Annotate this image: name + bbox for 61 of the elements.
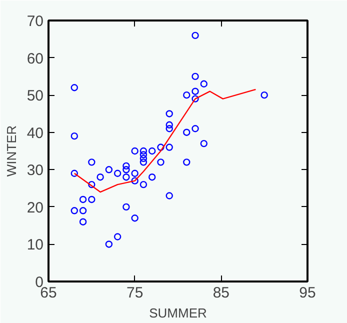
point: [79, 196, 87, 204]
x-tick-label: 95: [299, 284, 316, 302]
y-tick-label: 50: [26, 88, 44, 105]
point: [88, 180, 96, 188]
point: [157, 158, 164, 166]
x-tick-label: 75: [126, 284, 144, 302]
point: [70, 132, 78, 140]
point: [96, 174, 104, 181]
point: [192, 95, 199, 102]
point: [140, 180, 148, 188]
point: [70, 170, 78, 177]
x-tick-label: 85: [212, 284, 230, 302]
point: [192, 125, 199, 132]
point: [166, 110, 173, 118]
point: [140, 154, 148, 162]
point: [131, 147, 138, 155]
point: [140, 151, 148, 158]
point: [70, 84, 78, 92]
point: [166, 192, 173, 200]
point: [88, 196, 96, 204]
point: [183, 158, 190, 166]
point: [166, 144, 173, 151]
point: [192, 88, 199, 95]
y-tick-label: 10: [26, 236, 44, 254]
point: [260, 91, 268, 99]
point: [192, 32, 199, 40]
point: [166, 121, 173, 128]
point: [166, 125, 173, 132]
point: [122, 203, 130, 211]
point: [105, 240, 113, 248]
line-series: [74, 88, 256, 193]
point: [183, 91, 190, 99]
point: [105, 166, 113, 174]
point: [122, 162, 130, 170]
point: [200, 80, 208, 88]
x-axis-title: SUMMER: [149, 306, 207, 320]
point: [70, 207, 78, 214]
y-tick-label: 20: [26, 199, 44, 216]
point: [157, 144, 164, 151]
point: [131, 177, 138, 184]
point: [122, 166, 130, 174]
point: [200, 140, 208, 148]
y-tick-label: 40: [26, 124, 44, 142]
point: [79, 218, 87, 226]
point: [131, 214, 138, 222]
point: [79, 207, 87, 214]
point: [183, 128, 190, 136]
point: [114, 170, 122, 177]
point: [140, 147, 148, 155]
point: [148, 147, 156, 155]
point: [88, 158, 96, 166]
y-axis-title: WINTER: [4, 125, 19, 177]
y-tick-label: 70: [26, 13, 44, 30]
point: [140, 158, 148, 166]
y-tick-label: 30: [26, 162, 44, 180]
point: [192, 72, 199, 80]
y-tick-label: 60: [26, 50, 44, 68]
point: [114, 233, 122, 240]
point: [131, 170, 138, 177]
point: [148, 174, 156, 181]
point: [122, 174, 130, 181]
